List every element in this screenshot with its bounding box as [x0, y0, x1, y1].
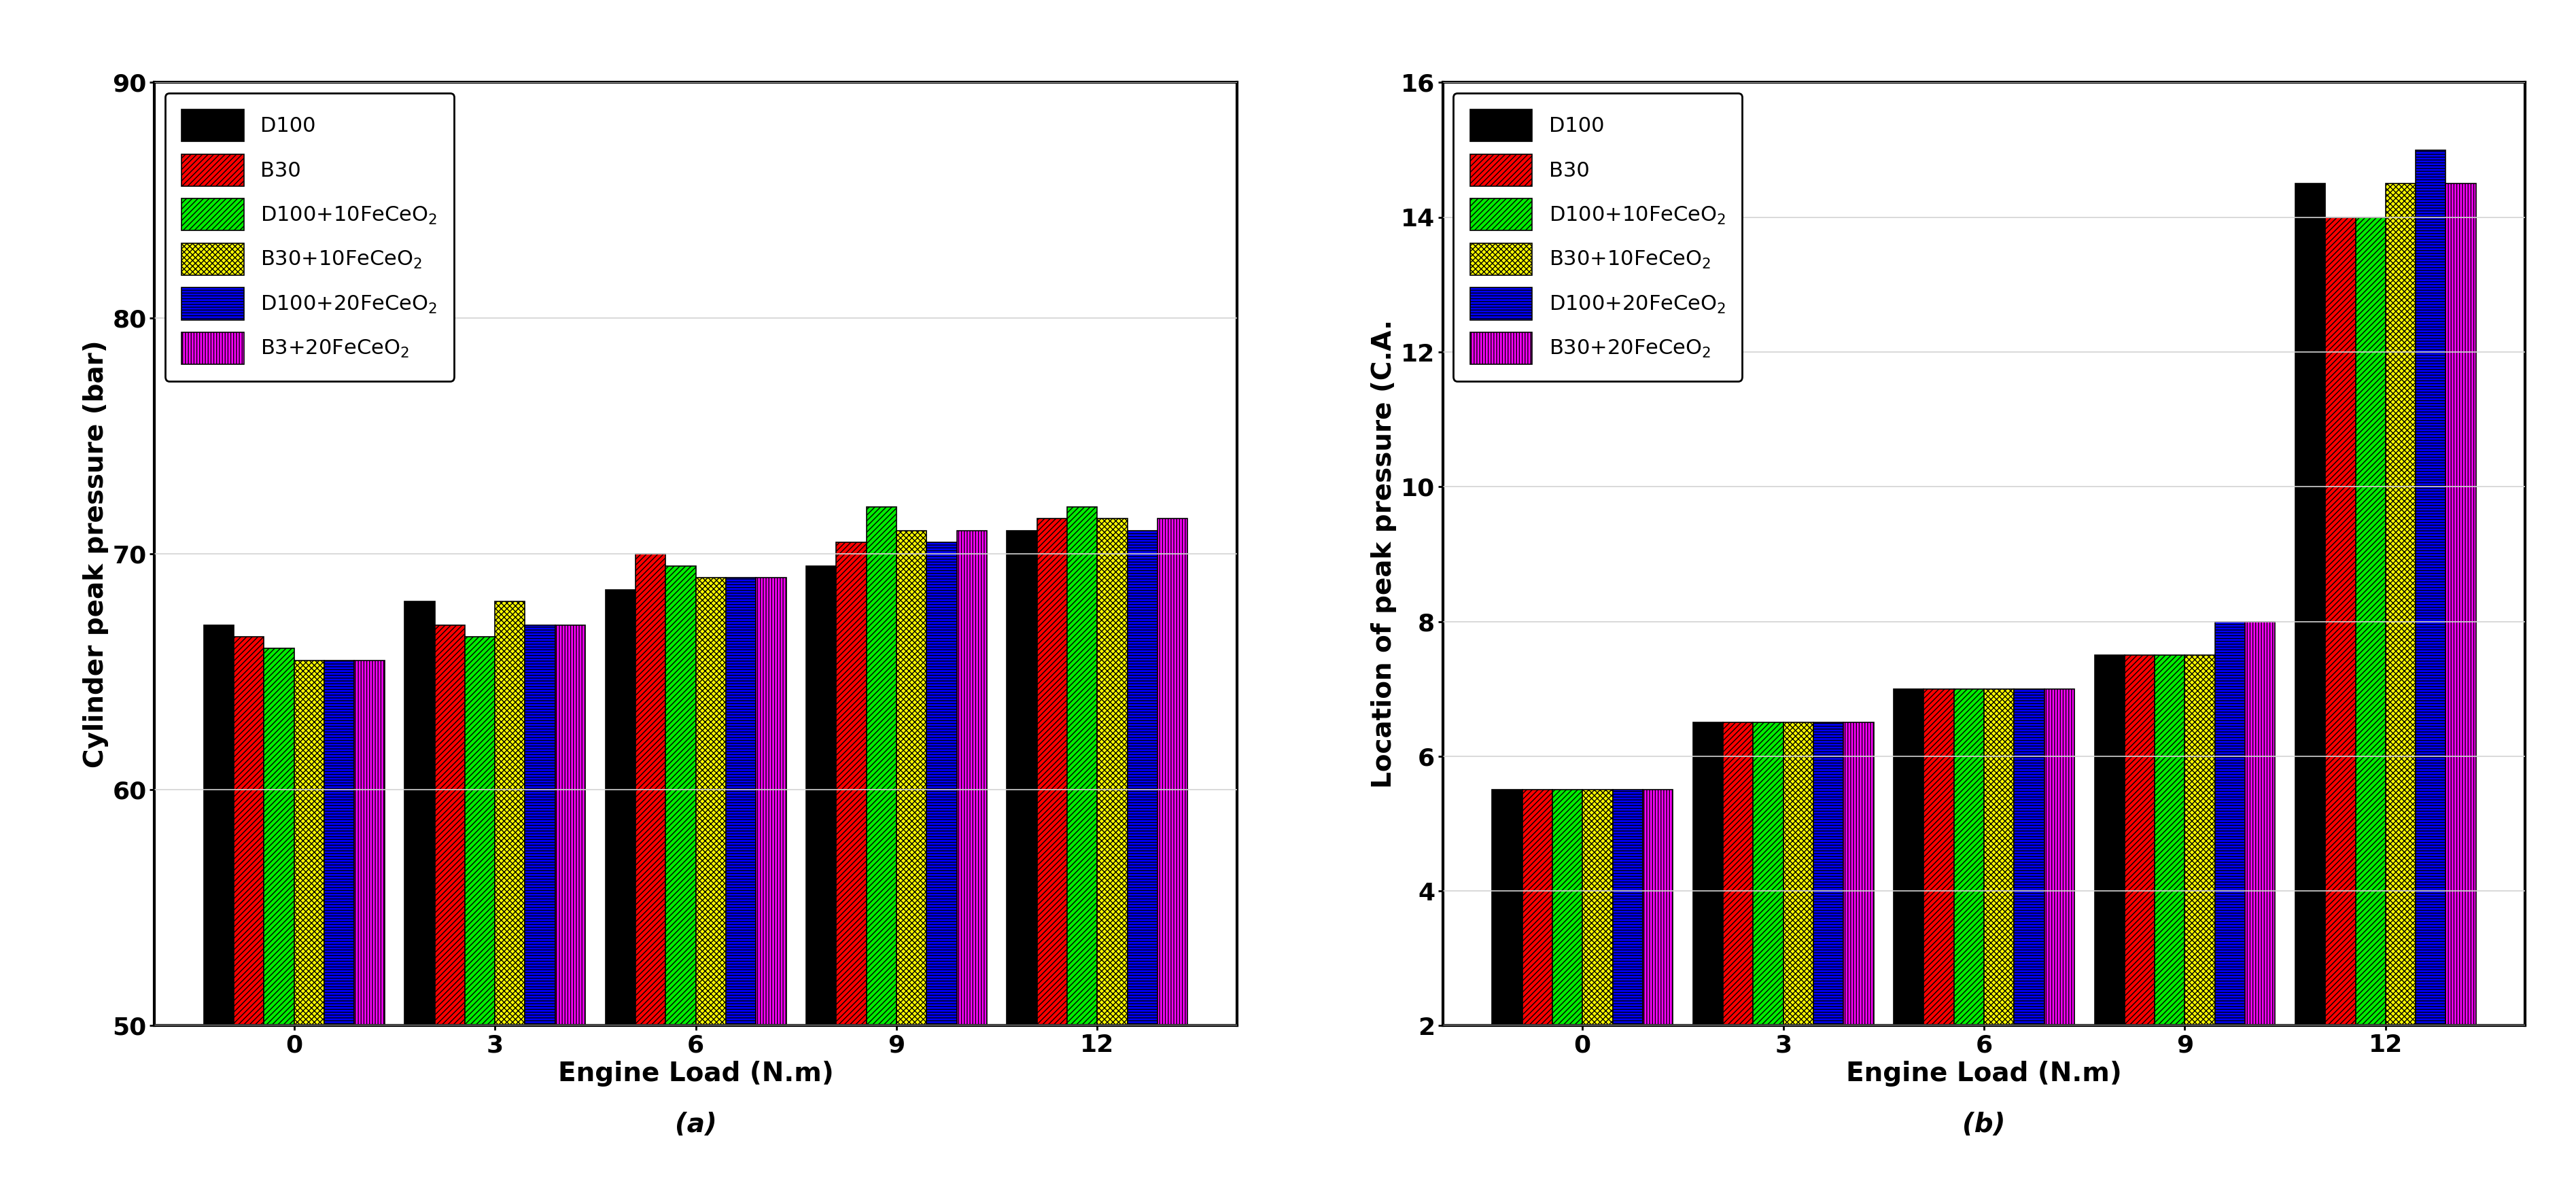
Bar — [204, 625, 234, 1179]
Bar — [1522, 790, 1551, 1160]
Bar — [927, 542, 956, 1179]
Bar — [605, 590, 636, 1179]
X-axis label: Engine Load (N.m): Engine Load (N.m) — [1844, 1061, 2123, 1087]
Bar — [2014, 689, 2043, 1160]
Bar — [2354, 217, 2385, 1160]
X-axis label: Engine Load (N.m): Engine Load (N.m) — [556, 1061, 835, 1087]
Bar — [1036, 519, 1066, 1179]
Bar — [1157, 519, 1188, 1179]
Bar — [1814, 723, 1842, 1160]
Bar — [1783, 723, 1814, 1160]
Y-axis label: Location of peak pressure (C.A.: Location of peak pressure (C.A. — [1370, 320, 1396, 789]
Legend: D100, B30, D100+10FeCeO$_2$, B30+10FeCeO$_2$, D100+20FeCeO$_2$, B30+20FeCeO$_2$: D100, B30, D100+10FeCeO$_2$, B30+10FeCeO… — [1453, 93, 1741, 381]
Bar — [1953, 689, 1984, 1160]
Bar — [956, 531, 987, 1179]
Bar — [1066, 507, 1097, 1179]
Bar — [2125, 656, 2154, 1160]
Bar — [1893, 689, 1924, 1160]
Bar — [755, 578, 786, 1179]
Bar — [2154, 656, 2184, 1160]
Bar — [1551, 790, 1582, 1160]
Bar — [355, 660, 384, 1179]
Bar — [2416, 150, 2445, 1160]
Bar — [636, 554, 665, 1179]
Bar — [1842, 723, 1873, 1160]
Y-axis label: Cylinder peak pressure (bar): Cylinder peak pressure (bar) — [82, 341, 108, 768]
Bar — [1752, 723, 1783, 1160]
Bar — [1924, 689, 1953, 1160]
Bar — [2244, 621, 2275, 1160]
Bar — [263, 648, 294, 1179]
Bar — [726, 578, 755, 1179]
Bar — [1007, 531, 1036, 1179]
Bar — [2184, 656, 2215, 1160]
Bar — [1643, 790, 1672, 1160]
Legend: D100, B30, D100+10FeCeO$_2$, B30+10FeCeO$_2$, D100+20FeCeO$_2$, B3+20FeCeO$_2$: D100, B30, D100+10FeCeO$_2$, B30+10FeCeO… — [165, 93, 453, 381]
Bar — [2445, 184, 2476, 1160]
Text: (b): (b) — [1963, 1112, 2004, 1138]
Bar — [1582, 790, 1613, 1160]
Bar — [866, 507, 896, 1179]
Bar — [554, 625, 585, 1179]
Bar — [665, 566, 696, 1179]
Bar — [2324, 217, 2354, 1160]
Bar — [2295, 184, 2324, 1160]
Bar — [2043, 689, 2074, 1160]
Bar — [1128, 531, 1157, 1179]
Bar — [325, 660, 355, 1179]
Bar — [2094, 656, 2125, 1160]
Bar — [234, 637, 263, 1179]
Bar — [464, 637, 495, 1179]
Bar — [1692, 723, 1723, 1160]
Bar — [526, 625, 554, 1179]
Bar — [404, 601, 435, 1179]
Bar — [435, 625, 464, 1179]
Bar — [294, 660, 325, 1179]
Bar — [1097, 519, 1128, 1179]
Bar — [837, 542, 866, 1179]
Bar — [896, 531, 927, 1179]
Bar — [1723, 723, 1752, 1160]
Bar — [495, 601, 526, 1179]
Text: (a): (a) — [675, 1112, 716, 1138]
Bar — [2215, 621, 2244, 1160]
Bar — [2385, 184, 2416, 1160]
Bar — [806, 566, 837, 1179]
Bar — [1613, 790, 1643, 1160]
Bar — [1984, 689, 2014, 1160]
Bar — [1492, 790, 1522, 1160]
Bar — [696, 578, 726, 1179]
